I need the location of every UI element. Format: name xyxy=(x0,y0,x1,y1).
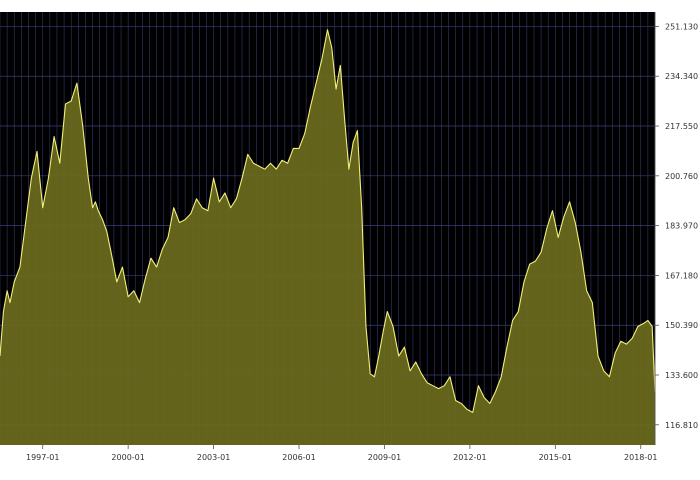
series-line xyxy=(0,29,656,413)
y-tick-label: 251.130 xyxy=(665,22,698,31)
y-tick-label: 217.550 xyxy=(665,122,698,131)
y-tick-label: 133.600 xyxy=(665,371,698,380)
y-tick-label: 200.760 xyxy=(665,172,698,181)
x-tick-label: 2018-01 xyxy=(624,453,657,462)
y-tick-label: 234.340 xyxy=(665,72,698,81)
x-tick-label: 2006-01 xyxy=(282,453,315,462)
x-tick-label: 2012-01 xyxy=(453,453,486,462)
x-axis-ticks: 1997-01 2000-01 2003-01 2006-01 2009-01 2012-… xyxy=(26,445,657,462)
y-tick-label: 183.970 xyxy=(665,222,698,231)
x-tick-label: 2015-01 xyxy=(539,453,572,462)
y-axis-ticks: 116.810 133.600 150.390 167.180 183.970 200.7… xyxy=(654,12,698,445)
y-tick-label: 116.810 xyxy=(665,421,698,430)
x-tick-label: 1997-01 xyxy=(26,453,59,462)
x-tick-label: 2003-01 xyxy=(197,453,230,462)
area-series xyxy=(0,29,656,445)
y-tick-label: 150.390 xyxy=(665,321,698,330)
y-tick-label: 167.180 xyxy=(665,271,698,280)
x-tick-label: 2009-01 xyxy=(368,453,401,462)
area-fill xyxy=(0,29,655,445)
x-tick-label: 2000-01 xyxy=(111,453,144,462)
